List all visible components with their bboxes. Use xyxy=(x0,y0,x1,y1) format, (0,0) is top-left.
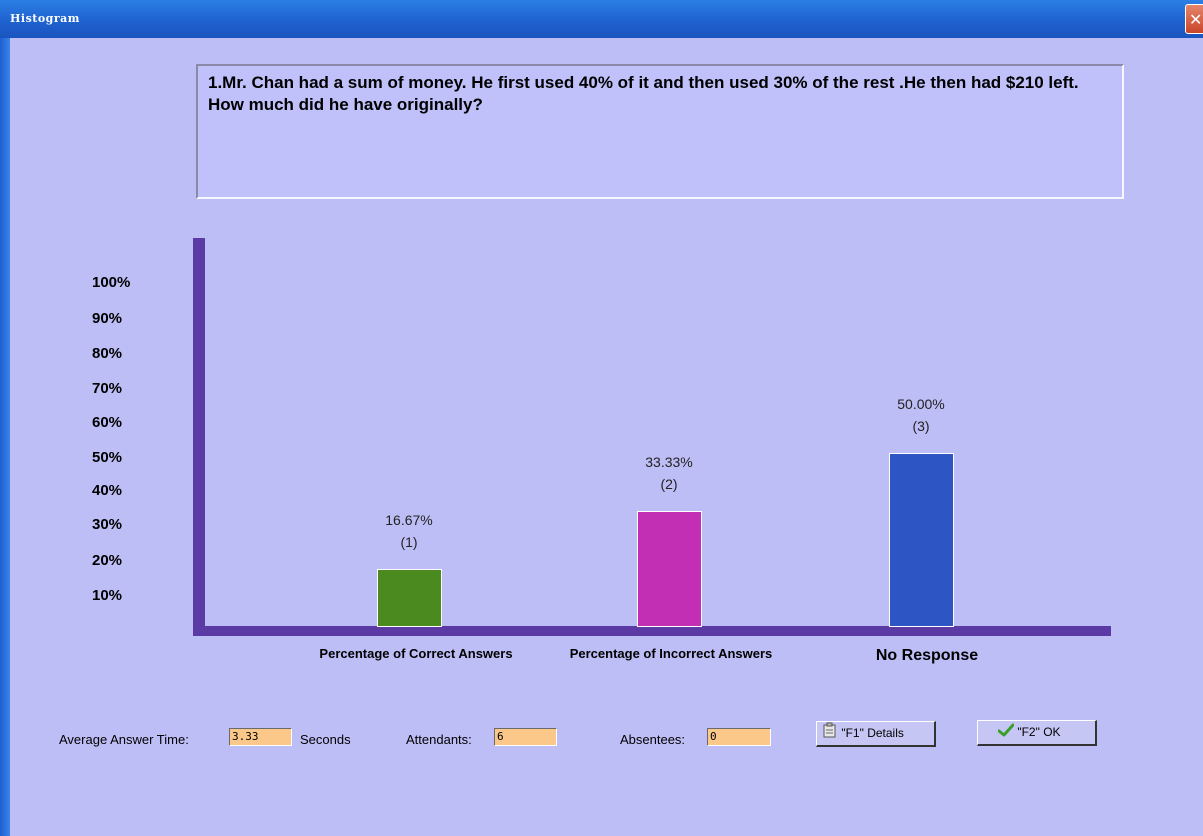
bar-value-label: 33.33% (2) xyxy=(599,451,739,495)
attendants-label: Attendants: xyxy=(406,732,472,747)
category-label: No Response xyxy=(875,647,979,664)
y-tick-label: 80% xyxy=(92,345,123,362)
question-box: 1.Mr. Chan had a sum of money. He first … xyxy=(196,64,1124,199)
bar-correct xyxy=(377,569,442,627)
avg-time-unit: Seconds xyxy=(300,732,351,747)
bar-count: (3) xyxy=(912,418,930,434)
bar-value-label: 16.67% (1) xyxy=(339,509,479,553)
x-axis xyxy=(193,626,1111,636)
avg-time-field[interactable]: 3.33 xyxy=(229,728,292,746)
details-button-label: "F1" Details xyxy=(841,726,904,740)
window-frame-left xyxy=(0,38,10,836)
y-tick-label: 20% xyxy=(92,552,123,569)
document-icon xyxy=(822,722,838,745)
close-icon: ✕ xyxy=(1189,10,1203,29)
bar-percent: 16.67% xyxy=(385,512,433,528)
bar-value-label: 50.00% (3) xyxy=(851,393,991,437)
y-tick-label: 30% xyxy=(92,516,123,533)
bar-no-response xyxy=(889,453,954,627)
y-tick-label: 40% xyxy=(92,482,123,499)
category-label: Percentage of Incorrect Answers xyxy=(569,646,773,661)
details-button[interactable]: "F1" Details xyxy=(816,721,936,747)
bar-count: (1) xyxy=(400,534,418,550)
attendants-field[interactable]: 6 xyxy=(494,728,557,746)
bar-percent: 33.33% xyxy=(645,454,693,470)
y-tick-label: 100% xyxy=(92,274,131,291)
absentees-field[interactable]: 0 xyxy=(707,728,771,746)
question-text: 1.Mr. Chan had a sum of money. He first … xyxy=(208,73,1079,114)
ok-button[interactable]: "F2" OK xyxy=(977,720,1097,746)
checkmark-icon xyxy=(997,722,1015,744)
absentees-label: Absentees: xyxy=(620,732,686,747)
y-axis xyxy=(193,238,205,635)
y-tick-label: 60% xyxy=(92,414,123,431)
bar-percent: 50.00% xyxy=(897,396,945,412)
avg-time-label: Average Answer Time: xyxy=(59,732,189,747)
bar-count: (2) xyxy=(660,476,678,492)
y-tick-label: 70% xyxy=(92,380,123,397)
y-tick-label: 90% xyxy=(92,310,123,327)
window-title: Histogram xyxy=(10,12,80,25)
category-label: Percentage of Correct Answers xyxy=(319,646,513,661)
y-tick-label: 10% xyxy=(92,587,123,604)
ok-button-label: "F2" OK xyxy=(1017,725,1061,739)
bar-incorrect xyxy=(637,511,702,627)
y-tick-label: 50% xyxy=(92,449,123,466)
title-bar: Histogram ✕ xyxy=(0,0,1203,38)
close-button[interactable]: ✕ xyxy=(1185,4,1203,34)
